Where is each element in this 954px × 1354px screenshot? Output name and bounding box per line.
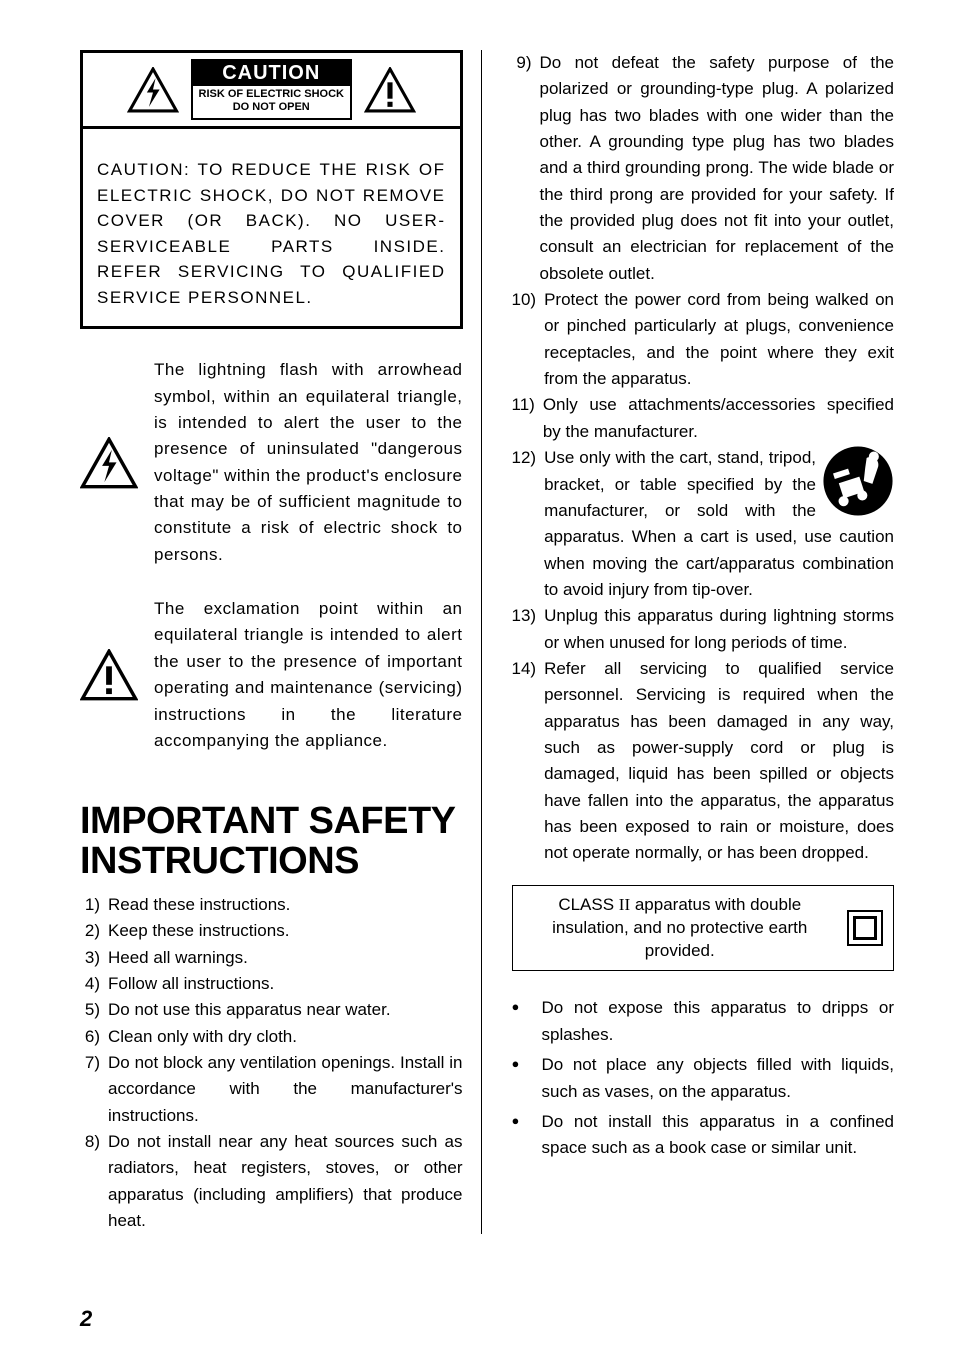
lightning-triangle-icon xyxy=(80,437,138,489)
page-number: 2 xyxy=(80,1306,92,1332)
bullet-item: Do not place any objects filled with liq… xyxy=(512,1052,895,1105)
instruction-item: 11)Only use attachments/accessories spec… xyxy=(512,392,895,445)
instruction-item: 2)Keep these instructions. xyxy=(80,918,463,944)
bullet-item: Do not install this apparatus in a confi… xyxy=(512,1109,895,1162)
class-ii-box: CLASS II apparatus with double insulatio… xyxy=(512,885,895,972)
instruction-item: 3)Heed all warnings. xyxy=(80,945,463,971)
caution-line2: DO NOT OPEN xyxy=(199,101,344,114)
caution-word: CAUTION xyxy=(193,61,350,86)
exclamation-triangle-icon xyxy=(364,67,416,113)
exclamation-symbol-row: The exclamation point within an equilate… xyxy=(80,596,463,754)
instruction-item: 9)Do not defeat the safety purpose of th… xyxy=(512,50,895,287)
instructions-list-right: 9)Do not defeat the safety purpose of th… xyxy=(512,50,895,867)
safety-heading: IMPORTANT SAFETY INSTRUCTIONS xyxy=(80,802,463,882)
instruction-item: 10)Protect the power cord from being wal… xyxy=(512,287,895,392)
instruction-item: 6)Clean only with dry cloth. xyxy=(80,1024,463,1050)
instruction-item: 5)Do not use this apparatus near water. xyxy=(80,997,463,1023)
instruction-item: 1)Read these instructions. xyxy=(80,892,463,918)
cart-tipover-icon xyxy=(822,445,894,517)
lightning-triangle-icon xyxy=(127,67,179,113)
instruction-item: 7)Do not block any ventilation openings.… xyxy=(80,1050,463,1129)
double-insulation-icon xyxy=(847,910,883,946)
lightning-symbol-row: The lightning flash with arrowhead symbo… xyxy=(80,357,463,568)
bullet-item: Do not expose this apparatus to dripps o… xyxy=(512,995,895,1048)
instruction-item: 8)Do not install near any heat sources s… xyxy=(80,1129,463,1234)
instruction-item: 12) Use only with the cart, stand, tripo… xyxy=(512,445,895,603)
exclamation-triangle-icon xyxy=(80,649,138,701)
caution-label-box: CAUTION RISK OF ELECTRIC SHOCK DO NOT OP… xyxy=(191,59,352,120)
caution-text: CAUTION: TO REDUCE THE RISK OF ELECTRIC … xyxy=(80,129,463,329)
instruction-item: 14)Refer all servicing to qualified serv… xyxy=(512,656,895,867)
instruction-item: 4)Follow all instructions. xyxy=(80,971,463,997)
class-ii-text: CLASS II apparatus with double insulatio… xyxy=(523,894,838,963)
instructions-list-left: 1)Read these instructions. 2)Keep these … xyxy=(80,892,463,1234)
instruction-item: 13)Unplug this apparatus during lightnin… xyxy=(512,603,895,656)
lightning-description: The lightning flash with arrowhead symbo… xyxy=(154,357,463,568)
exclamation-description: The exclamation point within an equilate… xyxy=(154,596,463,754)
bullet-list: Do not expose this apparatus to dripps o… xyxy=(512,995,895,1161)
caution-line1: RISK OF ELECTRIC SHOCK xyxy=(199,88,344,101)
caution-graphic: CAUTION RISK OF ELECTRIC SHOCK DO NOT OP… xyxy=(80,50,463,129)
